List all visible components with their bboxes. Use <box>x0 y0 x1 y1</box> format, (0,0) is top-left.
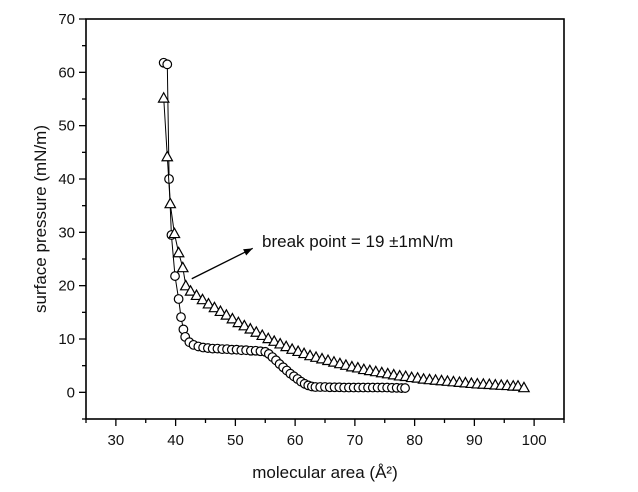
y-axis-label: surface pressure (mN/m) <box>31 125 50 313</box>
circle-point <box>162 59 173 70</box>
triangle-point <box>244 322 257 334</box>
triangle-point <box>202 297 215 309</box>
x-tick-label: 40 <box>167 432 184 449</box>
y-tick-label: 70 <box>58 11 75 28</box>
series-layer <box>157 57 531 393</box>
triangle-point <box>161 150 174 162</box>
triangle-point <box>238 319 251 331</box>
x-tick-label: 80 <box>406 432 423 449</box>
circle-point <box>170 271 180 281</box>
axes-layer: 30 40 50 60 70 80 90 100 0 10 20 30 40 50 60 70 <box>58 11 565 449</box>
series-circle-line <box>163 62 406 389</box>
y-tick-label: 0 <box>67 384 75 401</box>
triangle-point <box>190 288 203 301</box>
triangle-point <box>184 284 197 296</box>
y-tick-label: 40 <box>58 171 75 188</box>
triangle-point <box>208 301 221 313</box>
circle-point <box>173 294 184 304</box>
y-tick-label: 10 <box>58 331 75 348</box>
annotation-arrow <box>191 247 253 280</box>
x-tick-label: 60 <box>287 432 304 449</box>
x-tick-label: 50 <box>227 432 244 449</box>
triangle-point <box>176 261 190 273</box>
triangle-point <box>267 334 281 346</box>
x-tick-label: 70 <box>347 432 364 449</box>
triangle-point <box>214 304 227 317</box>
triangle-point <box>172 246 185 258</box>
triangle-point <box>262 332 275 344</box>
triangle-point <box>517 381 531 393</box>
triangle-point <box>179 279 193 291</box>
y-tick-label: 20 <box>58 278 75 295</box>
triangle-point <box>168 226 181 239</box>
triangle-point <box>232 316 245 328</box>
triangle-point <box>196 293 209 305</box>
circle-point <box>400 383 410 393</box>
y-tick-label: 30 <box>58 224 75 241</box>
x-tick-label: 30 <box>108 432 125 449</box>
triangle-point <box>256 328 269 341</box>
circle-point <box>176 312 186 323</box>
triangle-point <box>157 91 170 103</box>
arrow-head <box>243 248 253 256</box>
x-tick-label: 90 <box>466 432 483 449</box>
y-tick-label: 50 <box>58 118 75 135</box>
triangle-point <box>273 337 287 349</box>
y-tick-label: 60 <box>58 64 75 81</box>
triangle-point <box>279 340 293 352</box>
annotation-text: break point = 19 ±1mN/m <box>262 232 453 251</box>
x-axis-label: molecular area (Å²) <box>252 463 398 482</box>
x-tick-label: 100 <box>522 432 547 449</box>
triangle-point <box>220 308 233 320</box>
triangle-point <box>226 312 239 324</box>
arrow-line <box>191 247 253 280</box>
triangle-point <box>250 325 263 337</box>
triangle-point <box>164 197 177 209</box>
